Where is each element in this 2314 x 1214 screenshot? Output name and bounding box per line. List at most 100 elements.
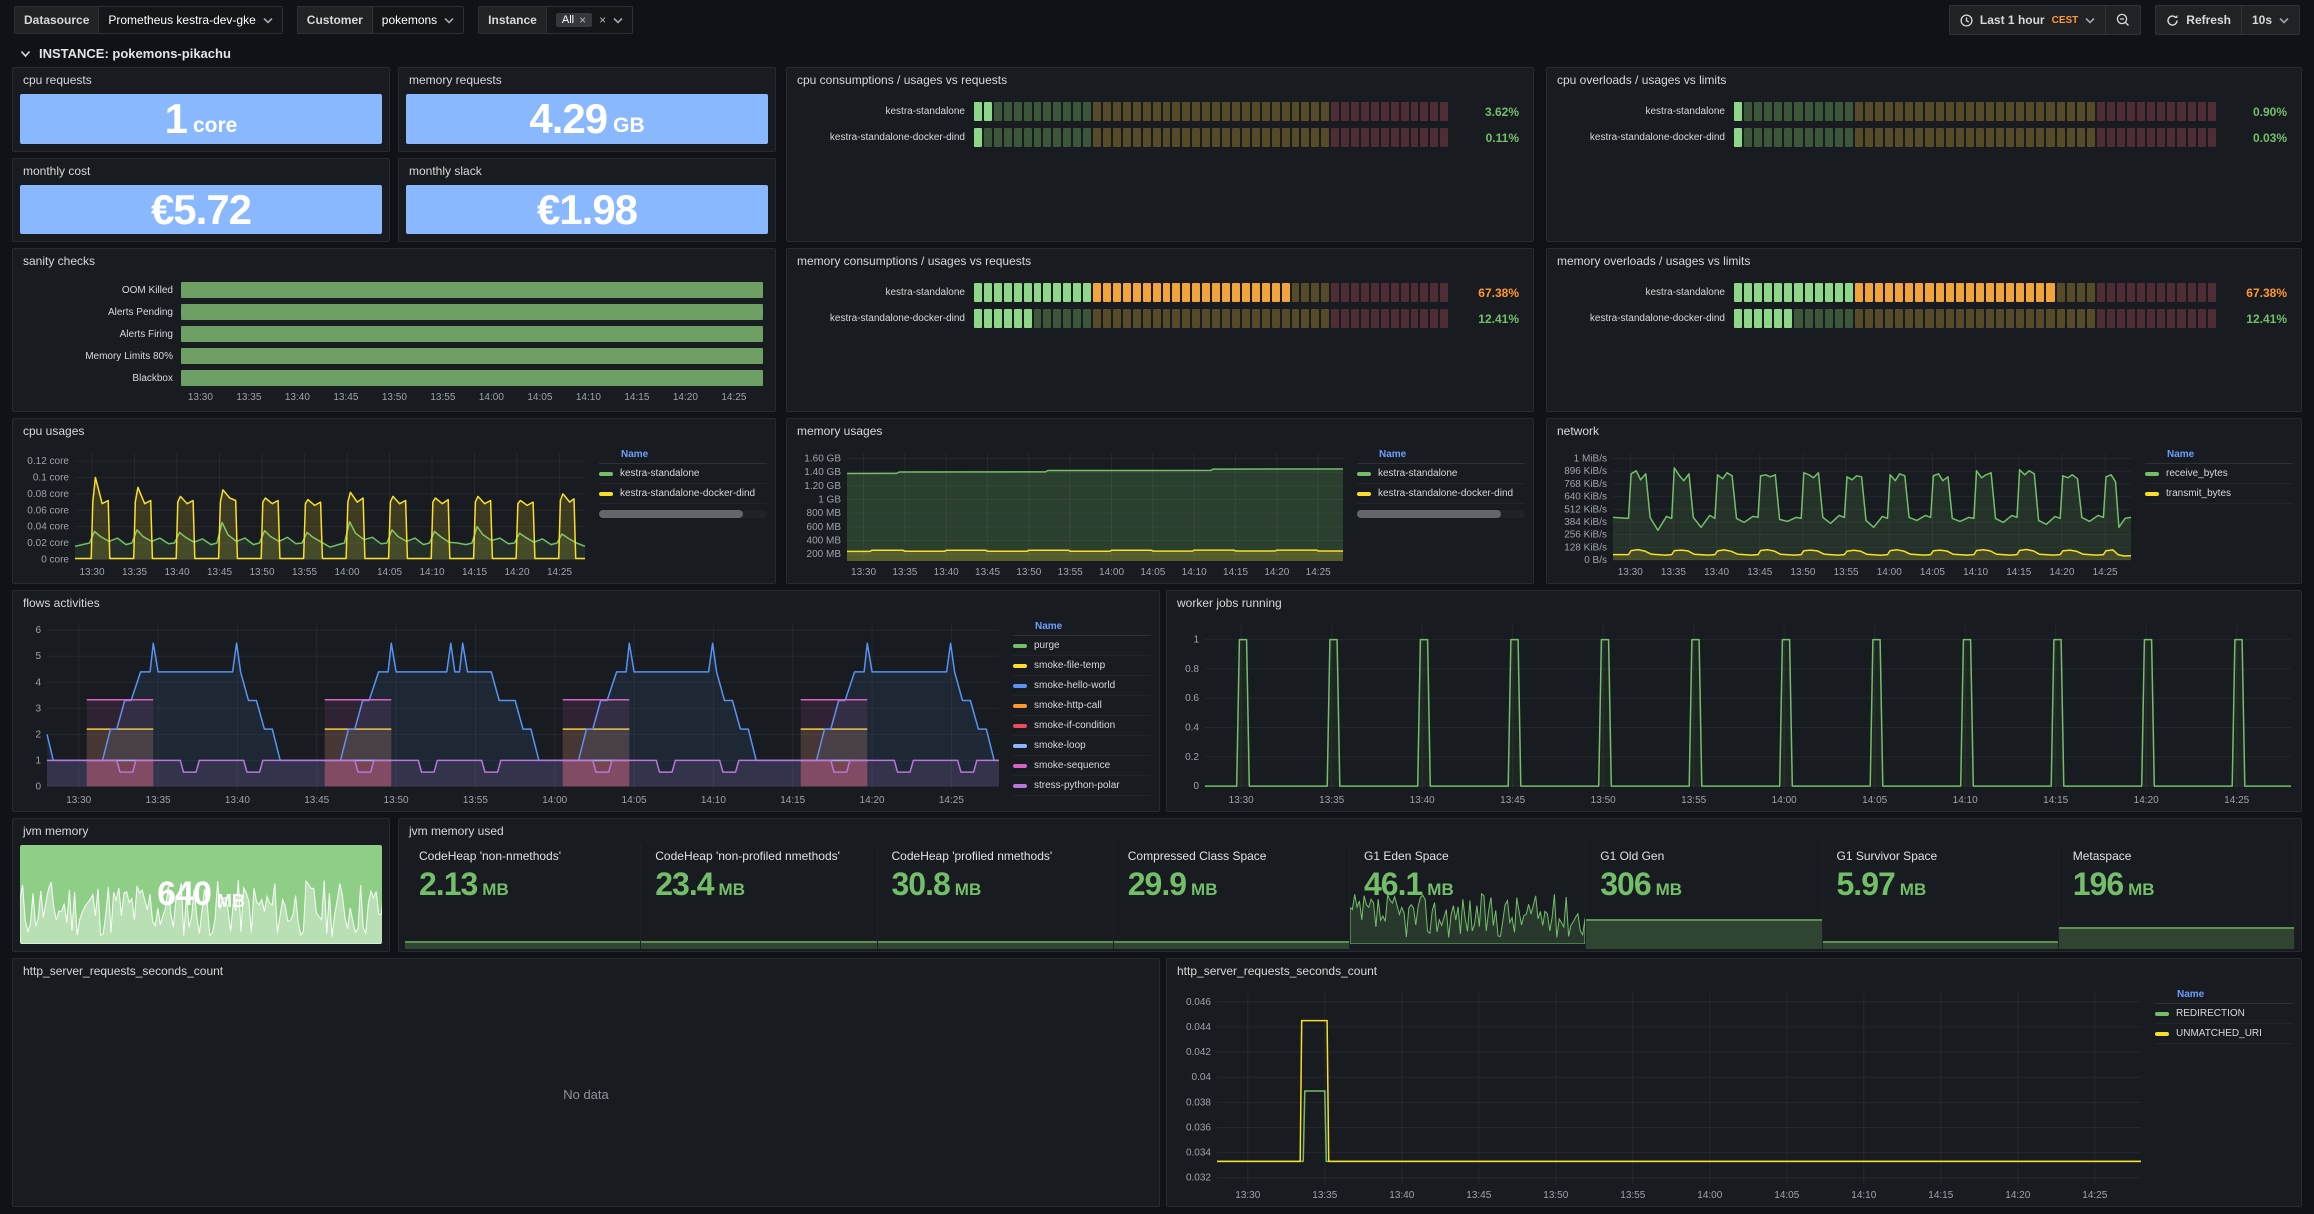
filter-instance[interactable]: Instance All × ×	[478, 6, 634, 34]
chart-cpu-usages[interactable]: 13:30 13:35 13:40 13:45 13:50 13:55 14:00 14:05…	[17, 443, 771, 581]
gauge-cell	[2096, 102, 2105, 121]
zoom-out-button[interactable]	[2106, 6, 2140, 34]
gauge-cell	[1023, 283, 1032, 302]
time-range-button[interactable]: Last 1 hour CEST	[1950, 6, 2105, 34]
gauge-cell	[2006, 102, 2015, 121]
gauge-cell	[1102, 309, 1111, 328]
panel-title[interactable]: monthly cost	[23, 164, 91, 178]
filter-datasource-value[interactable]: Prometheus kestra-dev-gke	[108, 13, 256, 27]
gauge-cells	[1734, 309, 2216, 328]
panel-title[interactable]: http_server_requests_seconds_count	[23, 964, 224, 978]
filter-customer-value[interactable]: pokemons	[381, 13, 438, 27]
jvm-stat: CodeHeap 'profiled nmethods' 30.8 MB	[877, 843, 1114, 949]
plot-area[interactable]: 13:30 13:35 13:40 13:45 13:50 13:55 14:00 14:05…	[791, 443, 1349, 581]
legend-item[interactable]: transmit_bytes	[2145, 484, 2293, 504]
legend-item[interactable]: smoke-loop	[1013, 736, 1151, 756]
gauge-cell	[1430, 309, 1439, 328]
legend-item[interactable]: stress-python-polar	[1013, 776, 1151, 796]
refresh-interval-value: 10s	[2251, 13, 2272, 27]
legend-item[interactable]: smoke-http-call	[1013, 696, 1151, 716]
panel-title[interactable]: worker jobs running	[1177, 596, 1282, 610]
legend-header[interactable]: Name	[2155, 987, 2293, 1004]
legend-header[interactable]: Name	[1357, 447, 1525, 464]
chevron-down-icon[interactable]	[263, 17, 273, 24]
panel-title[interactable]: cpu overloads / usages vs limits	[1557, 73, 1727, 87]
legend-item[interactable]: smoke-if-condition	[1013, 716, 1151, 736]
gauge-cell	[1935, 128, 1944, 147]
gauge-cell	[2116, 283, 2126, 302]
chart-flows-activities[interactable]: 13:30 13:35 13:40 13:45 13:50 13:55 14:00 14:05…	[17, 615, 1155, 809]
row-header[interactable]: INSTANCE: pokemons-pikachu	[20, 46, 231, 61]
panel-title[interactable]: monthly slack	[409, 164, 482, 178]
chevron-down-icon	[2279, 17, 2289, 24]
gauge-cell	[1955, 128, 1964, 147]
panel-title[interactable]: cpu consumptions / usages vs requests	[797, 73, 1008, 87]
panel-title[interactable]: network	[1557, 424, 1600, 438]
legend-item[interactable]: REDIRECTION	[2155, 1004, 2293, 1024]
panel-title[interactable]: jvm memory	[23, 824, 89, 838]
close-icon[interactable]: ×	[579, 13, 587, 27]
legend-scrollbar[interactable]	[599, 510, 767, 518]
legend-item[interactable]: UNMATCHED_URI	[2155, 1024, 2293, 1044]
panel-title[interactable]: memory consumptions / usages vs requests	[797, 254, 1032, 268]
chart-http-requests[interactable]: 13:30 13:35 13:40 13:45 13:50 13:55 14:00 14:05…	[1171, 983, 2297, 1204]
legend-item[interactable]: purge	[1013, 636, 1151, 656]
plot-area[interactable]: 13:30 13:35 13:40 13:45 13:50 13:55 14:00 14:05…	[17, 615, 1005, 809]
refresh-button[interactable]: Refresh	[2156, 6, 2241, 34]
panel-title[interactable]: sanity checks	[23, 254, 96, 268]
chart-network[interactable]: 13:30 13:35 13:40 13:45 13:50 13:55 14:00 14:05…	[1551, 443, 2297, 581]
gauge-cell	[1885, 283, 1894, 302]
panel-title[interactable]: http_server_requests_seconds_count	[1177, 964, 1378, 978]
state-timeline-sanity-checks[interactable]: OOM Killed Alerts Pending Alerts Firing Mem…	[23, 279, 763, 405]
filter-datasource[interactable]: Datasource Prometheus kestra-dev-gke	[14, 6, 283, 34]
legend-item[interactable]: kestra-standalone	[599, 464, 767, 484]
gauge-cell	[2096, 309, 2105, 328]
chart-worker-jobs[interactable]: 13:30 13:35 13:40 13:45 13:50 13:55 14:00 14:05…	[1171, 615, 2297, 809]
panel-title[interactable]: cpu requests	[23, 73, 92, 87]
legend-scrollbar[interactable]	[1357, 510, 1525, 518]
jvm-stat-unit: MB	[482, 880, 509, 899]
legend-item[interactable]: smoke-sequence	[1013, 756, 1151, 776]
panel-title[interactable]: memory requests	[409, 73, 502, 87]
legend-item[interactable]: kestra-standalone	[1357, 464, 1525, 484]
legend-header[interactable]: Name	[599, 447, 767, 464]
gauge-cell	[2116, 102, 2126, 121]
panel-title[interactable]: cpu usages	[23, 424, 85, 438]
gauge-cell	[1043, 128, 1052, 147]
gauge-cell	[1794, 283, 1803, 302]
gauge-cell	[1182, 283, 1191, 302]
panel-title[interactable]: memory usages	[797, 424, 883, 438]
legend-item[interactable]: smoke-file-temp	[1013, 656, 1151, 676]
plot-area[interactable]: 13:30 13:35 13:40 13:45 13:50 13:55 14:00 14:05…	[1171, 615, 2297, 809]
chevron-down-icon[interactable]	[613, 17, 623, 24]
legend-item[interactable]: smoke-hello-world	[1013, 676, 1151, 696]
gauge-cell	[1410, 128, 1419, 147]
filter-instance-chip[interactable]: All ×	[555, 13, 593, 27]
gauge-cell	[1063, 128, 1072, 147]
legend-header[interactable]: Name	[1013, 619, 1151, 636]
svg-text:1: 1	[35, 755, 41, 766]
plot-area[interactable]: 13:30 13:35 13:40 13:45 13:50 13:55 14:00 14:05…	[1551, 443, 2137, 581]
panel-title[interactable]: jvm memory used	[409, 824, 504, 838]
gauge-cell	[1241, 309, 1250, 328]
panel-title[interactable]: memory overloads / usages vs limits	[1557, 254, 1751, 268]
panel-title[interactable]: flows activities	[23, 596, 100, 610]
plot-area[interactable]: 13:30 13:35 13:40 13:45 13:50 13:55 14:00 14:05…	[1171, 983, 2147, 1204]
gauge-cell	[1192, 128, 1201, 147]
gauge-cell	[1754, 283, 1763, 302]
legend-item[interactable]: receive_bytes	[2145, 464, 2293, 484]
refresh-interval-select[interactable]: 10s	[2242, 6, 2299, 34]
panel-jvm-memory: jvm memory 640 MB	[12, 818, 390, 952]
legend-item[interactable]: kestra-standalone-docker-dind	[599, 484, 767, 504]
chart-memory-usages[interactable]: 13:30 13:35 13:40 13:45 13:50 13:55 14:00 14:05…	[791, 443, 1529, 581]
clear-all-icon[interactable]: ×	[599, 13, 607, 27]
chevron-down-icon[interactable]	[444, 17, 454, 24]
legend-item[interactable]: kestra-standalone-docker-dind	[1357, 484, 1525, 504]
svg-text:14:00: 14:00	[1772, 795, 1797, 806]
svg-text:13:55: 13:55	[1834, 567, 1859, 578]
gauge-cell	[1112, 309, 1121, 328]
filter-customer[interactable]: Customer pokemons	[296, 6, 465, 34]
plot-area[interactable]: 13:30 13:35 13:40 13:45 13:50 13:55 14:00 14:05…	[17, 443, 591, 581]
gauge-cell	[1784, 283, 1793, 302]
legend-header[interactable]: Name	[2145, 447, 2293, 464]
